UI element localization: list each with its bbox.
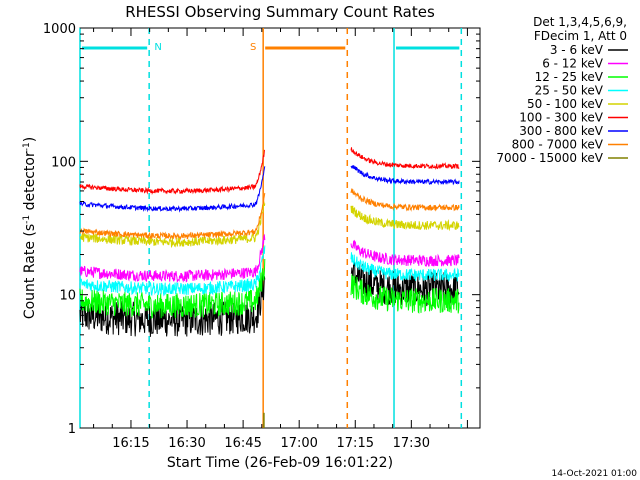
series-line — [350, 147, 460, 170]
legend-label: 50 - 100 keV — [527, 97, 604, 111]
y-tick-label: 10 — [59, 289, 76, 304]
plot-area: N S 16:15 16:30 16:45 17:00 17:15 17:30 1 10 100… — [43, 22, 481, 451]
y-axis-label: Count Rate (s-1 detector-1) — [22, 137, 38, 319]
legend-label: 300 - 800 keV — [519, 124, 603, 138]
y-tick-label: 100 — [51, 155, 76, 170]
series-line — [350, 188, 460, 212]
series-line — [79, 166, 266, 213]
series-line — [79, 258, 266, 319]
footer-timestamp: 14-Oct-2021 01:00 — [552, 469, 638, 479]
y-axis-label-sup: -1 — [22, 215, 32, 224]
series-line — [79, 233, 266, 284]
legend-label: 6 - 12 keV — [542, 57, 604, 71]
y-axis-label-sup: -1 — [22, 142, 32, 151]
x-tick-label: 16:15 — [112, 436, 149, 451]
y-tick-label: 1000 — [43, 22, 76, 37]
annotation-label: N — [154, 42, 161, 53]
y-axis-ticks: 1 10 100 1000 — [43, 22, 480, 437]
x-tick-label: 17:30 — [393, 436, 430, 451]
series-line — [79, 245, 266, 297]
legend-label: 7000 - 15000 keV — [496, 151, 603, 165]
legend-label: 12 - 25 keV — [535, 70, 604, 84]
x-tick-label: 17:00 — [280, 436, 317, 451]
series-line — [350, 205, 460, 232]
y-axis-label-part: Count Rate (s — [22, 224, 38, 319]
legend-label: 3 - 6 keV — [550, 43, 604, 57]
legend-label: 100 - 300 keV — [519, 111, 603, 125]
legend-label: 25 - 50 keV — [535, 84, 604, 98]
series-line — [350, 239, 460, 267]
series-line — [350, 252, 460, 283]
series-line — [350, 164, 460, 186]
chart-title: RHESSI Observing Summary Count Rates — [125, 3, 435, 21]
series-line — [350, 274, 460, 314]
x-axis-label: Start Time (26-Feb-09 16:01:22) — [167, 455, 393, 471]
legend-header-line: Det 1,3,4,5,6,9, — [533, 15, 627, 29]
y-axis-label-part: ) — [22, 137, 38, 142]
legend: Det 1,3,4,5,6,9, FDecim 1, Att 0 3 - 6 k… — [496, 15, 628, 165]
y-tick-label: 1 — [68, 422, 76, 437]
x-tick-label: 16:30 — [168, 436, 205, 451]
series-line — [79, 192, 266, 241]
series-line — [79, 149, 266, 196]
annotation-label: S — [250, 42, 256, 53]
x-axis-ticks: 16:15 16:30 16:45 17:00 17:15 17:30 — [93, 28, 468, 451]
legend-label: 800 - 7000 keV — [512, 138, 604, 152]
series-lines — [79, 147, 460, 428]
x-tick-label: 16:45 — [224, 436, 261, 451]
legend-header-line: FDecim 1, Att 0 — [534, 29, 627, 43]
y-axis-label-part: detector — [22, 151, 38, 215]
x-tick-label: 17:15 — [337, 436, 374, 451]
